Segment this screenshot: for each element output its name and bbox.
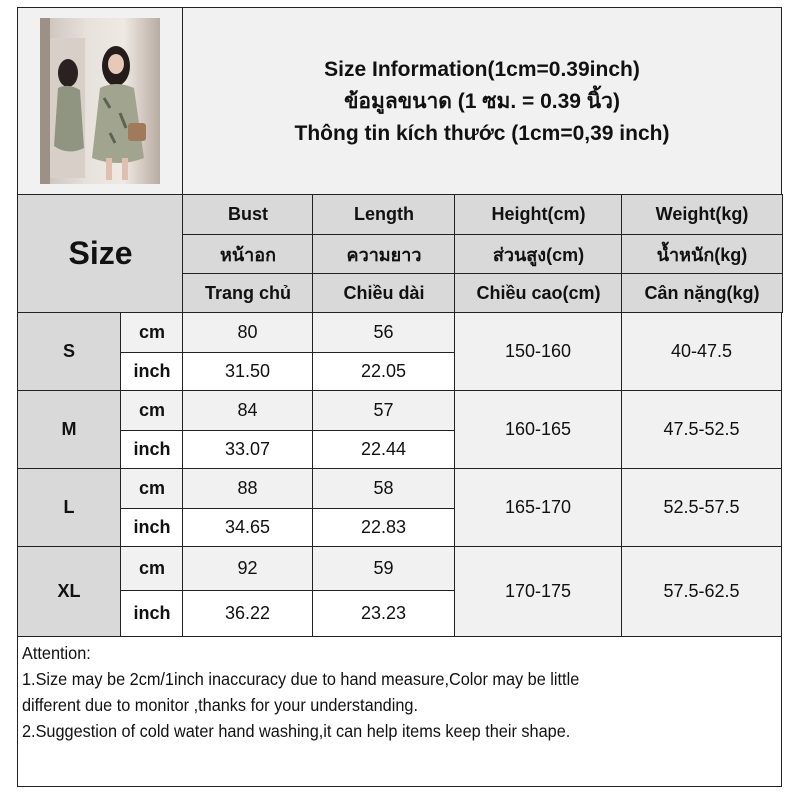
notes-heading: Attention: [22, 643, 91, 663]
unit-inch: inch [120, 590, 184, 637]
size-cell-m: M [17, 390, 121, 469]
length-inch-l: 22.83 [312, 508, 455, 547]
unit-inch: inch [120, 430, 184, 469]
header-weight-vi: Cân nặng(kg) [621, 273, 783, 313]
weight-range-l: 52.5-57.5 [621, 468, 782, 547]
height-range-m: 160-165 [454, 390, 622, 469]
header-height-en: Height(cm) [454, 194, 623, 235]
bust-cm-m: 84 [182, 390, 313, 431]
weight-range-m: 47.5-52.5 [621, 390, 782, 469]
unit-inch: inch [120, 352, 184, 391]
unit-cm: cm [120, 546, 184, 591]
attention-notes: Attention: 1.Size may be 2cm/1inch inacc… [17, 636, 782, 787]
product-photo [40, 18, 160, 184]
header-length-en: Length [312, 194, 456, 235]
bust-cm-s: 80 [182, 312, 313, 353]
title-vietnamese: Thông tin kích thước (1cm=0,39 inch) [294, 121, 670, 145]
note-line-2: different due to monitor ,thanks for you… [22, 695, 418, 715]
size-cell-s: S [17, 312, 121, 391]
title-thai: ข้อมูลขนาด (1 ซม. = 0.39 นิ้ว) [344, 89, 620, 113]
unit-cm: cm [120, 312, 184, 353]
bust-cm-xl: 92 [182, 546, 313, 591]
title-english: Size Information(1cm=0.39inch) [324, 57, 640, 81]
length-cm-m: 57 [312, 390, 455, 431]
header-bust-th: หน้าอก [182, 234, 314, 274]
product-photo-cell [17, 7, 184, 196]
header-height-vi: Chiều cao(cm) [454, 273, 623, 313]
length-cm-l: 58 [312, 468, 455, 509]
bust-inch-s: 31.50 [182, 352, 313, 391]
bust-inch-l: 34.65 [182, 508, 313, 547]
size-header: Size [17, 194, 184, 313]
bust-inch-xl: 36.22 [182, 590, 313, 637]
header-weight-th: น้ำหนัก(kg) [621, 234, 783, 274]
header-length-th: ความยาว [312, 234, 456, 274]
bust-cm-l: 88 [182, 468, 313, 509]
header-length-vi: Chiều dài [312, 273, 456, 313]
weight-range-s: 40-47.5 [621, 312, 782, 391]
note-line-3: 2.Suggestion of cold water hand washing,… [22, 721, 571, 741]
header-weight-en: Weight(kg) [621, 194, 783, 235]
length-cm-xl: 59 [312, 546, 455, 591]
header-bust-vi: Trang chủ [182, 273, 314, 313]
length-inch-s: 22.05 [312, 352, 455, 391]
height-range-xl: 170-175 [454, 546, 622, 637]
size-cell-l: L [17, 468, 121, 547]
length-inch-xl: 23.23 [312, 590, 455, 637]
height-range-s: 150-160 [454, 312, 622, 391]
length-inch-m: 22.44 [312, 430, 455, 469]
size-cell-xl: XL [17, 546, 121, 637]
unit-cm: cm [120, 468, 184, 509]
height-range-l: 165-170 [454, 468, 622, 547]
note-line-1: 1.Size may be 2cm/1inch inaccuracy due t… [22, 669, 580, 689]
unit-cm: cm [120, 390, 184, 431]
header-height-th: ส่วนสูง(cm) [454, 234, 623, 274]
header-bust-en: Bust [182, 194, 314, 235]
unit-inch: inch [120, 508, 184, 547]
title-block: Size Information(1cm=0.39inch) ข้อมูลขนา… [182, 7, 782, 196]
bust-inch-m: 33.07 [182, 430, 313, 469]
weight-range-xl: 57.5-62.5 [621, 546, 782, 637]
length-cm-s: 56 [312, 312, 455, 353]
